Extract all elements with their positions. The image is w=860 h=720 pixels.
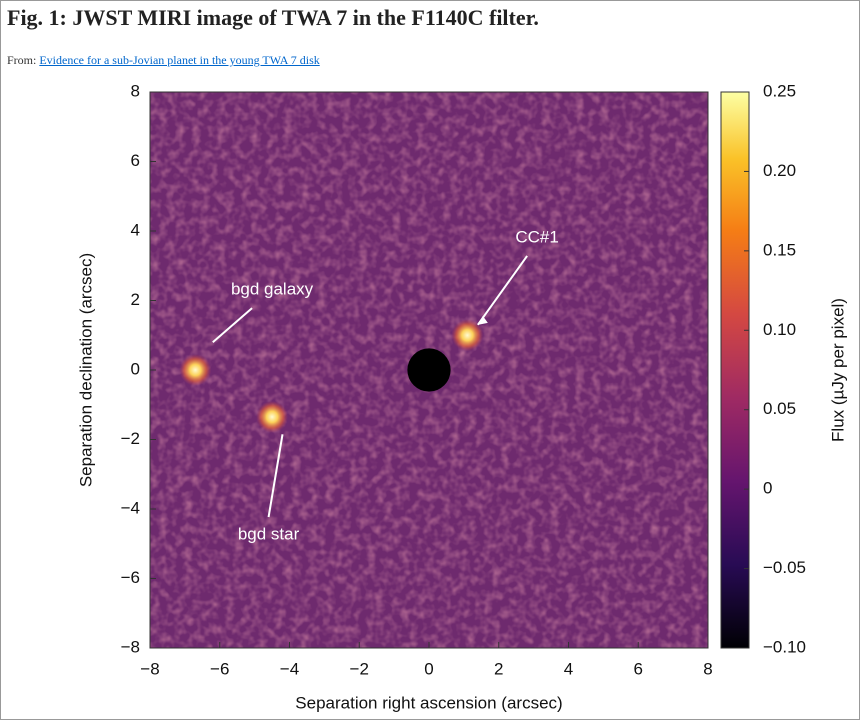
annotation: CC#1 [515, 227, 558, 246]
y-tick-label: −6 [121, 568, 140, 587]
y-tick-label: −8 [121, 637, 140, 656]
annotation-line [212, 307, 253, 343]
colorbar-tick-label: −0.10 [763, 637, 806, 656]
y-tick-label: 8 [131, 81, 140, 100]
y-tick-label: −2 [121, 429, 140, 448]
x-tick-label: −8 [140, 659, 159, 678]
x-tick-label: 2 [494, 659, 503, 678]
x-tick-label: 4 [564, 659, 573, 678]
source-prefix: From: [7, 53, 37, 67]
central-mask [407, 348, 451, 392]
x-tick-label: −6 [210, 659, 229, 678]
source-line: From: Evidence for a sub-Jovian planet i… [7, 53, 320, 68]
y-tick-label: 0 [131, 359, 140, 378]
x-tick-label: 8 [703, 659, 712, 678]
source-link[interactable]: Evidence for a sub-Jovian planet in the … [39, 53, 320, 67]
y-tick-label: 2 [131, 290, 140, 309]
annotation-line [477, 255, 528, 326]
colorbar-tick-label: 0.25 [763, 81, 796, 100]
y-axis-label: Separation declination (arcsec) [76, 253, 95, 487]
figure-title: Fig. 1: JWST MIRI image of TWA 7 in the … [7, 5, 539, 30]
colorbar-tick-label: 0 [763, 479, 772, 498]
annotation-line [267, 434, 284, 518]
y-tick-label: −4 [121, 498, 140, 517]
colorbar-tick-label: −0.05 [763, 558, 806, 577]
colorbar-tick-label: 0.05 [763, 399, 796, 418]
x-tick-label: −2 [350, 659, 369, 678]
x-tick-label: 0 [424, 659, 433, 678]
x-axis-label: Separation right ascension (arcsec) [295, 693, 562, 712]
colorbar-tick-label: 0.20 [763, 161, 796, 180]
annotation-arrowhead [477, 315, 488, 325]
annotation: bgd star [238, 525, 300, 544]
source [451, 319, 484, 352]
y-tick-label: 6 [131, 151, 140, 170]
colorbar-tick-label: 0.15 [763, 240, 796, 259]
plot [150, 92, 708, 648]
colorbar [720, 91, 750, 649]
colorbar-tick-label: 0.10 [763, 320, 796, 339]
x-tick-label: 6 [634, 659, 643, 678]
x-tick-label: −4 [280, 659, 299, 678]
y-tick-label: 4 [131, 220, 140, 239]
colorbar-label: Flux (µJy per pixel) [828, 298, 847, 442]
source [256, 400, 289, 433]
source [179, 354, 212, 386]
annotation: bgd galaxy [231, 280, 314, 299]
